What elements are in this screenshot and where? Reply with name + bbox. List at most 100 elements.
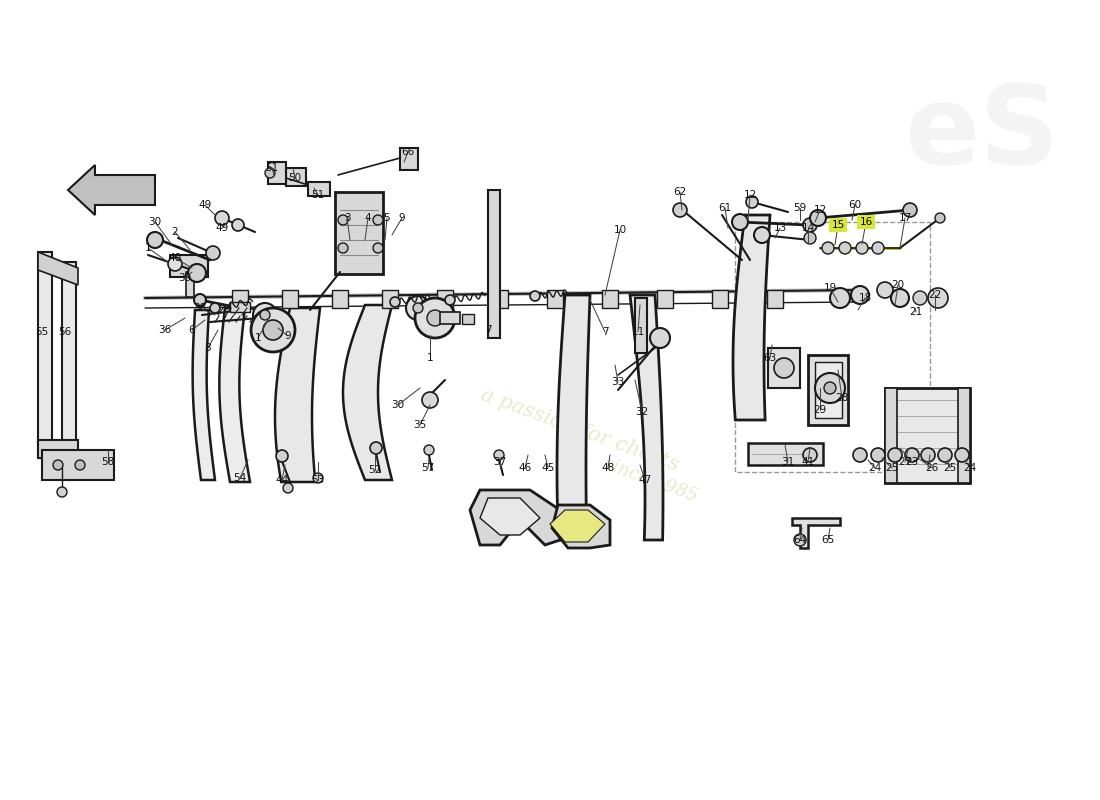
Text: 15: 15: [832, 220, 845, 230]
Bar: [286, 168, 306, 186]
Text: 20: 20: [891, 280, 904, 290]
Circle shape: [415, 298, 455, 338]
Bar: [186, 272, 194, 297]
Circle shape: [530, 291, 540, 301]
Circle shape: [314, 473, 323, 483]
Circle shape: [872, 242, 884, 254]
Polygon shape: [275, 308, 320, 482]
Circle shape: [338, 215, 348, 225]
Text: 17: 17: [899, 213, 912, 223]
Circle shape: [422, 392, 438, 408]
Circle shape: [253, 303, 277, 327]
Text: 21: 21: [910, 307, 923, 317]
Text: 14: 14: [802, 223, 815, 233]
Circle shape: [412, 303, 424, 313]
Text: 8: 8: [205, 343, 211, 353]
Circle shape: [370, 442, 382, 454]
Bar: [488, 190, 501, 338]
Text: 36: 36: [158, 325, 172, 335]
Text: 30: 30: [392, 400, 405, 410]
Text: 6: 6: [189, 325, 196, 335]
Text: 41: 41: [802, 457, 815, 467]
Polygon shape: [39, 252, 52, 458]
Circle shape: [938, 448, 952, 462]
Bar: [547, 290, 563, 308]
Bar: [767, 290, 783, 308]
Bar: [462, 314, 474, 324]
Text: 40: 40: [168, 253, 182, 263]
Text: 57: 57: [421, 463, 434, 473]
Circle shape: [57, 487, 67, 497]
Text: 29: 29: [813, 405, 826, 415]
Text: since 1985: since 1985: [601, 454, 700, 506]
Text: 44: 44: [275, 475, 288, 485]
Circle shape: [650, 328, 670, 348]
Bar: [400, 148, 418, 170]
Text: 5: 5: [384, 213, 390, 223]
Text: 50: 50: [288, 173, 301, 183]
Bar: [748, 443, 823, 465]
Circle shape: [276, 450, 288, 462]
Bar: [492, 290, 508, 308]
Circle shape: [373, 243, 383, 253]
Text: 7: 7: [602, 327, 608, 337]
Polygon shape: [192, 310, 215, 480]
Text: 59: 59: [793, 203, 806, 213]
Text: 10: 10: [614, 225, 627, 235]
Circle shape: [210, 303, 220, 313]
Bar: [382, 290, 398, 308]
Circle shape: [871, 448, 886, 462]
Text: 9: 9: [398, 213, 405, 223]
Text: 51: 51: [311, 190, 324, 200]
Polygon shape: [557, 295, 590, 540]
Polygon shape: [39, 252, 78, 285]
Bar: [635, 298, 647, 353]
Text: 25: 25: [886, 463, 899, 473]
Bar: [308, 182, 330, 196]
Circle shape: [928, 288, 948, 308]
Text: 66: 66: [402, 147, 415, 157]
Text: 2: 2: [172, 227, 178, 237]
Circle shape: [754, 227, 770, 243]
Bar: [657, 290, 673, 308]
Text: 45: 45: [541, 463, 554, 473]
Circle shape: [194, 294, 206, 306]
Circle shape: [206, 246, 220, 260]
Circle shape: [955, 448, 969, 462]
Circle shape: [214, 211, 229, 225]
Text: 19: 19: [824, 283, 837, 293]
Polygon shape: [552, 505, 611, 548]
Bar: [440, 312, 460, 324]
Text: 1: 1: [427, 353, 433, 363]
Circle shape: [260, 310, 270, 320]
Bar: [170, 255, 208, 277]
Circle shape: [815, 373, 845, 403]
Text: 28: 28: [835, 393, 848, 403]
Text: 18: 18: [858, 293, 871, 303]
Bar: [602, 290, 618, 308]
Text: 11: 11: [631, 327, 645, 337]
Circle shape: [251, 308, 295, 352]
Circle shape: [263, 320, 283, 340]
Bar: [886, 388, 970, 483]
Circle shape: [232, 219, 244, 231]
Text: 24: 24: [964, 463, 977, 473]
Text: 58: 58: [101, 457, 114, 467]
Bar: [332, 290, 348, 308]
Text: 30: 30: [148, 217, 162, 227]
Bar: [232, 290, 248, 308]
Circle shape: [494, 450, 504, 460]
Polygon shape: [768, 348, 800, 388]
Polygon shape: [480, 498, 540, 535]
Text: 53: 53: [311, 475, 324, 485]
Circle shape: [856, 242, 868, 254]
Circle shape: [921, 448, 935, 462]
Polygon shape: [630, 295, 663, 540]
Circle shape: [891, 289, 909, 307]
Text: 27: 27: [899, 457, 912, 467]
Circle shape: [427, 310, 443, 326]
Text: 37: 37: [494, 457, 507, 467]
Text: 55: 55: [35, 327, 48, 337]
Circle shape: [406, 296, 430, 320]
Circle shape: [851, 286, 869, 304]
